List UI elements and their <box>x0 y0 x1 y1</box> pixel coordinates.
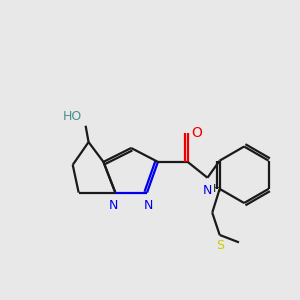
Text: N: N <box>109 199 119 212</box>
Text: HO: HO <box>63 110 82 123</box>
Text: N: N <box>203 184 212 197</box>
Text: S: S <box>216 239 224 252</box>
Text: O: O <box>191 126 202 140</box>
Text: N: N <box>144 199 153 212</box>
Text: H: H <box>213 184 221 194</box>
